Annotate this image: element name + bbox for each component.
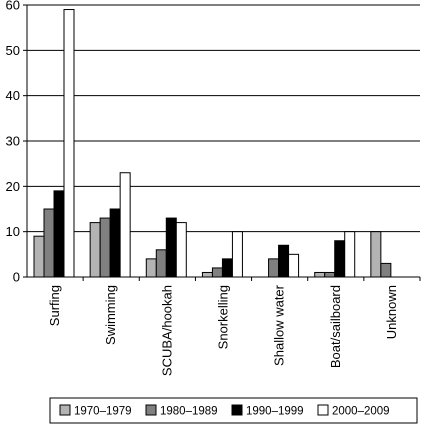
x-axis-category-labels: Surfing Swimming SCUBA/hookah Snorkelling Sh… bbox=[47, 284, 399, 376]
legend-swatch bbox=[145, 404, 157, 416]
legend-swatch bbox=[317, 404, 329, 416]
bar-surfing-series-1 bbox=[33, 235, 45, 278]
bar-boat-sailboard-series-1 bbox=[314, 271, 326, 278]
legend-label: 1990–1999 bbox=[246, 406, 304, 418]
y-tick-label: 0 bbox=[13, 270, 20, 285]
bar-scuba-hookah-series-3 bbox=[165, 217, 177, 278]
y-tick-label: 30 bbox=[6, 134, 20, 149]
bar-swimming-series-1 bbox=[89, 222, 101, 278]
bar-snorkelling-series-1 bbox=[201, 271, 213, 278]
legend-swatch bbox=[59, 404, 71, 416]
bar-scuba-hookah-series-2 bbox=[155, 249, 167, 278]
bar-surfing-series-4 bbox=[63, 9, 75, 278]
bar-unknown-series-1 bbox=[370, 231, 382, 278]
category-label: Snorkelling bbox=[216, 285, 231, 349]
legend-label: 1980–1989 bbox=[160, 406, 218, 418]
category-label: SCUBA/hookah bbox=[159, 285, 174, 376]
bar-snorkelling-series-3 bbox=[221, 258, 233, 278]
category-label: Swimming bbox=[103, 285, 118, 345]
bar-swimming-series-2 bbox=[99, 217, 111, 278]
bar-surfing-series-3 bbox=[53, 190, 65, 278]
legend-label: 1970–1979 bbox=[74, 406, 132, 418]
category-label: Unknown bbox=[384, 285, 399, 339]
bar-boat-sailboard-series-3 bbox=[334, 240, 346, 278]
bar-swimming-series-4 bbox=[119, 172, 131, 278]
legend-label: 2000–2009 bbox=[332, 406, 390, 418]
bar-snorkelling-series-2 bbox=[211, 267, 223, 278]
bar-boat-sailboard-series-2 bbox=[324, 271, 336, 278]
bar-boat-sailboard-series-4 bbox=[344, 231, 356, 278]
bar-unknown-series-2 bbox=[380, 262, 392, 278]
y-axis-tick-labels: 0 10 20 30 40 50 60 bbox=[6, 0, 20, 285]
bar-surfing-series-2 bbox=[43, 208, 55, 278]
legend-swatch bbox=[231, 404, 243, 416]
category-label: Shallow water bbox=[272, 284, 287, 366]
y-tick-label: 50 bbox=[6, 43, 20, 58]
bar-swimming-series-3 bbox=[109, 208, 121, 278]
y-tick-label: 20 bbox=[6, 179, 20, 194]
gridlines bbox=[27, 4, 420, 233]
category-label: Surfing bbox=[47, 285, 62, 326]
bar-scuba-hookah-series-1 bbox=[145, 258, 157, 278]
bar-scuba-hookah-series-4 bbox=[175, 222, 187, 278]
axes bbox=[23, 4, 421, 281]
category-label: Boat/sailboard bbox=[328, 285, 343, 368]
bar-snorkelling-series-4 bbox=[231, 231, 243, 278]
bar-shallow-water-series-4 bbox=[288, 253, 300, 278]
y-tick-label: 60 bbox=[6, 0, 20, 13]
bars bbox=[33, 9, 392, 278]
bar-shallow-water-series-2 bbox=[268, 258, 280, 278]
y-tick-label: 40 bbox=[6, 88, 20, 103]
legend: 1970–1979 1980–1989 1990–1999 2000–2009 bbox=[49, 397, 418, 424]
y-tick-label: 10 bbox=[6, 224, 20, 239]
bar-shallow-water-series-3 bbox=[278, 244, 290, 278]
